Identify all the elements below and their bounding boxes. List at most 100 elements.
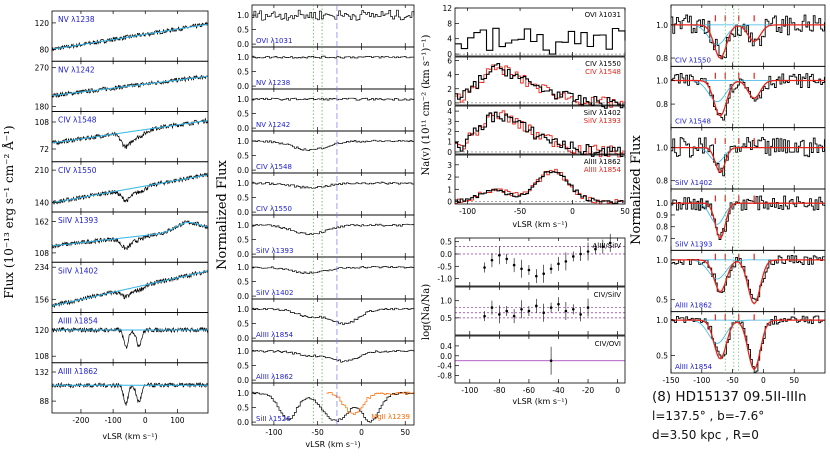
x-tick-label: -150 bbox=[662, 376, 679, 385]
column-density-panel bbox=[454, 105, 626, 155]
component-model bbox=[671, 80, 825, 99]
ratio-point bbox=[498, 313, 501, 316]
panel-label: CIV λ1550 bbox=[675, 56, 711, 64]
normalized-spectrum bbox=[252, 97, 415, 101]
y-tick-label: 1.0 bbox=[237, 11, 249, 20]
panel-label: CIV λ1550 bbox=[585, 60, 621, 68]
continuum-fit bbox=[52, 23, 208, 50]
y-tick-label: 0.8 bbox=[656, 223, 668, 232]
y-tick-label: 0.0 bbox=[237, 418, 249, 427]
panel-label: OVI λ1031 bbox=[585, 11, 621, 19]
caption-coords: l=137.5° , b=-7.6° bbox=[652, 409, 765, 423]
total-fit bbox=[671, 24, 825, 59]
caption-distance: d=3.50 kpc , R=0 bbox=[652, 428, 759, 442]
fit-spectrum bbox=[671, 73, 825, 121]
y-tick-label: 2 bbox=[447, 128, 452, 137]
ratio-point bbox=[564, 260, 568, 263]
panel-label: SiIV λ1402 bbox=[256, 289, 293, 297]
normalized-column: 0.0 0.5 1.0 OVI λ1031 0.0 0.5 1.0 NV λ1238 0.0 0.… bbox=[215, 4, 415, 449]
y-tick-label: 0.5 bbox=[237, 152, 249, 161]
normalized-spectrum bbox=[252, 223, 415, 236]
y-tick-label: -0.8 bbox=[437, 372, 452, 381]
y-tick-label: 0.5 bbox=[237, 362, 249, 371]
x-tick-label: -100 bbox=[265, 428, 282, 437]
total-fit bbox=[671, 319, 825, 371]
panel-label: SiIV λ1402 bbox=[584, 109, 621, 117]
fit-spectrum bbox=[671, 255, 825, 302]
y-tick-label: 156 bbox=[35, 295, 50, 304]
overlay-label: MgII λ1239 bbox=[371, 413, 410, 421]
y-tick-label: 80 bbox=[39, 45, 49, 54]
total-fit bbox=[671, 79, 825, 117]
panel-label: NV λ1238 bbox=[58, 15, 95, 24]
ratio-point bbox=[571, 307, 575, 311]
continuum-fit bbox=[51, 221, 208, 247]
y-tick-label: 1.0 bbox=[656, 76, 668, 85]
x-tick-label: -50 bbox=[514, 207, 526, 216]
panel-label: AlIII λ1854 bbox=[58, 317, 98, 326]
panel-label: SiIV λ1402 bbox=[675, 179, 712, 187]
y-tick-label: 0.8 bbox=[656, 177, 668, 186]
x-tick-label: 100 bbox=[170, 416, 185, 425]
y-tick-label: 1.0 bbox=[237, 179, 249, 188]
x-tick-label: 0 bbox=[143, 416, 148, 425]
ratio-point bbox=[512, 314, 516, 318]
y-tick-label: 1.0 bbox=[237, 305, 249, 314]
x-tick-label: -40 bbox=[552, 386, 564, 395]
ratio-point bbox=[505, 309, 509, 313]
y-axis-label: Na(v) (10¹¹ cm⁻² (km s⁻¹)⁻¹) bbox=[421, 34, 432, 175]
x-axis-label: vLSR (km s⁻¹) bbox=[512, 220, 567, 229]
ratio-point bbox=[483, 266, 486, 269]
ratio-point bbox=[542, 311, 545, 315]
y-tick-label: 12 bbox=[442, 4, 452, 13]
ratio-point bbox=[571, 255, 575, 258]
ratio-point bbox=[586, 306, 590, 309]
caption-title: (8) HD15137 09.5II-IIIn bbox=[652, 389, 807, 405]
normalized-spectrum bbox=[252, 265, 415, 274]
panel-label: AlIII λ1862 bbox=[675, 302, 712, 310]
y-tick-label: 88 bbox=[39, 397, 49, 406]
y-tick-label: 0.4 bbox=[440, 342, 452, 351]
ratio-point bbox=[549, 306, 553, 309]
ratio-point bbox=[535, 304, 538, 308]
x-axis-label: vLSR (km s⁻¹) bbox=[102, 432, 157, 441]
y-tick-label: 120 bbox=[35, 19, 50, 28]
component-model bbox=[671, 319, 825, 344]
x-tick-label: -50 bbox=[726, 376, 738, 385]
y-tick-label: 4 bbox=[447, 35, 452, 44]
flux-spectrum bbox=[51, 220, 209, 251]
column-density-profile bbox=[455, 63, 624, 109]
mgii-overlay bbox=[326, 391, 414, 416]
fit-spectrum bbox=[671, 195, 825, 240]
continuum-fit bbox=[51, 174, 208, 204]
ratio-point bbox=[520, 307, 523, 311]
column-density-profile bbox=[455, 110, 624, 158]
total-fit bbox=[671, 146, 825, 173]
y-tick-label: 0.0 bbox=[237, 166, 249, 175]
ratio-column: -1.0 -0.5 0.0 0.5 AlIII/SiIV 0.5 1.0 CIV/SiIV -0… bbox=[421, 233, 626, 406]
y-tick-label: 1.0 bbox=[656, 316, 668, 325]
caption: (8) HD15137 09.5II-IIIn l=137.5° , b=-7.… bbox=[652, 388, 807, 445]
column-density-profile bbox=[455, 27, 626, 55]
panel-label: AlIII λ1862 bbox=[584, 158, 621, 166]
y-tick-label: 1.0 bbox=[656, 144, 668, 153]
y-tick-label: 1.0 bbox=[237, 95, 249, 104]
total-fit bbox=[671, 259, 825, 305]
y-tick-label: 1 bbox=[447, 185, 452, 194]
panel-label: CIV λ1548 bbox=[675, 118, 711, 126]
panel-label: OVI λ1031 bbox=[256, 37, 292, 45]
fit-spectrum bbox=[671, 137, 825, 177]
panel-label: SiIV λ1402 bbox=[58, 266, 98, 275]
ratio-point bbox=[549, 359, 553, 363]
column-density-profile bbox=[455, 171, 624, 204]
component-model bbox=[671, 202, 825, 225]
y-tick-label: -0.4 bbox=[437, 362, 452, 371]
y-tick-label: 1.0 bbox=[656, 199, 668, 208]
y-tick-label: 1 bbox=[447, 138, 452, 147]
y-tick-label: 108 bbox=[35, 118, 50, 127]
y-tick-label: 0.8 bbox=[656, 54, 668, 63]
ratio-point bbox=[483, 314, 486, 318]
flux-spectrum bbox=[51, 326, 209, 349]
column-density-profile bbox=[455, 111, 624, 157]
y-axis-label: Flux (10⁻¹³ erg s⁻¹ cm⁻² Å⁻¹) bbox=[1, 125, 16, 298]
